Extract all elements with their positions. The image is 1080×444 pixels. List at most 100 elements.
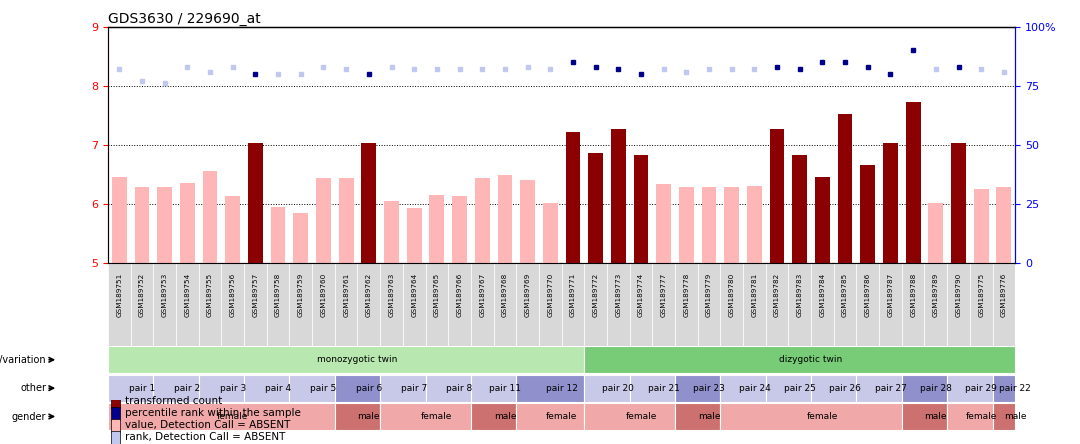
Text: GSM189759: GSM189759 bbox=[298, 273, 303, 317]
Bar bbox=[112, 177, 126, 263]
Bar bbox=[380, 263, 403, 345]
Text: GSM189751: GSM189751 bbox=[117, 273, 122, 317]
Bar bbox=[471, 375, 516, 402]
Bar bbox=[111, 395, 121, 408]
Text: GSM189782: GSM189782 bbox=[774, 273, 780, 317]
Bar bbox=[902, 403, 947, 430]
Bar bbox=[426, 263, 448, 345]
Bar bbox=[471, 403, 516, 430]
Text: GSM189769: GSM189769 bbox=[525, 273, 530, 317]
Bar bbox=[244, 263, 267, 345]
Text: GSM189773: GSM189773 bbox=[616, 273, 621, 317]
Text: pair 28: pair 28 bbox=[920, 384, 951, 392]
Bar bbox=[426, 375, 471, 402]
Text: genotype/variation: genotype/variation bbox=[0, 355, 46, 365]
Bar bbox=[611, 129, 625, 263]
Text: GSM189764: GSM189764 bbox=[411, 273, 417, 317]
Bar bbox=[289, 375, 335, 402]
Bar bbox=[698, 263, 720, 345]
Text: dizygotic twin: dizygotic twin bbox=[780, 355, 842, 364]
Text: GSM189779: GSM189779 bbox=[706, 273, 712, 317]
Bar bbox=[316, 178, 330, 263]
Bar bbox=[180, 183, 194, 263]
Bar bbox=[589, 153, 603, 263]
Bar bbox=[584, 375, 630, 402]
Text: pair 27: pair 27 bbox=[875, 384, 906, 392]
Bar bbox=[720, 403, 902, 430]
Bar bbox=[679, 187, 693, 263]
Bar bbox=[335, 375, 380, 402]
Bar bbox=[947, 403, 993, 430]
Text: pair 1: pair 1 bbox=[129, 384, 156, 392]
Text: pair 6: pair 6 bbox=[355, 384, 382, 392]
Text: male: male bbox=[924, 412, 947, 421]
Bar bbox=[675, 375, 720, 402]
Bar bbox=[244, 375, 289, 402]
Text: GSM189789: GSM189789 bbox=[933, 273, 939, 317]
Bar bbox=[584, 346, 1015, 373]
Bar bbox=[634, 155, 648, 263]
Text: GSM189778: GSM189778 bbox=[684, 273, 689, 317]
Bar bbox=[856, 375, 902, 402]
Text: GSM189777: GSM189777 bbox=[661, 273, 666, 317]
Text: other: other bbox=[21, 383, 46, 393]
Text: transformed count: transformed count bbox=[125, 396, 222, 406]
Text: male: male bbox=[494, 412, 516, 421]
Bar bbox=[702, 187, 716, 263]
Bar bbox=[947, 263, 970, 345]
Text: female: female bbox=[625, 412, 657, 421]
Text: GSM189753: GSM189753 bbox=[162, 273, 167, 317]
Bar bbox=[788, 263, 811, 345]
Bar bbox=[339, 178, 353, 263]
Bar bbox=[226, 196, 240, 263]
Bar bbox=[883, 143, 897, 263]
Text: female: female bbox=[807, 412, 838, 421]
Text: GSM189783: GSM189783 bbox=[797, 273, 802, 317]
Bar bbox=[357, 263, 380, 345]
Bar bbox=[993, 375, 1015, 402]
Bar bbox=[407, 208, 421, 263]
Bar bbox=[289, 263, 312, 345]
Text: female: female bbox=[966, 412, 997, 421]
Bar bbox=[380, 403, 471, 430]
Text: GSM189752: GSM189752 bbox=[139, 273, 145, 317]
Text: GSM189771: GSM189771 bbox=[570, 273, 576, 317]
Bar bbox=[108, 263, 131, 345]
Bar bbox=[652, 263, 675, 345]
Bar bbox=[111, 419, 121, 432]
Bar bbox=[993, 263, 1015, 345]
Bar bbox=[158, 187, 172, 263]
Bar bbox=[562, 263, 584, 345]
Text: pair 2: pair 2 bbox=[174, 384, 201, 392]
Bar bbox=[153, 375, 199, 402]
Bar bbox=[539, 263, 562, 345]
Bar bbox=[362, 143, 376, 263]
Text: GSM189768: GSM189768 bbox=[502, 273, 508, 317]
Bar bbox=[970, 263, 993, 345]
Text: GSM189763: GSM189763 bbox=[389, 273, 394, 317]
Bar bbox=[929, 202, 943, 263]
Text: rank, Detection Call = ABSENT: rank, Detection Call = ABSENT bbox=[125, 432, 285, 442]
Text: female: female bbox=[217, 412, 248, 421]
Bar bbox=[135, 187, 149, 263]
Bar bbox=[199, 375, 244, 402]
Bar bbox=[584, 263, 607, 345]
Bar bbox=[834, 263, 856, 345]
Bar bbox=[856, 263, 879, 345]
Bar bbox=[815, 177, 829, 263]
Bar bbox=[267, 263, 289, 345]
Text: pair 5: pair 5 bbox=[310, 384, 337, 392]
Bar bbox=[747, 186, 761, 263]
Text: gender: gender bbox=[12, 412, 46, 421]
Bar bbox=[766, 375, 811, 402]
Text: GSM189757: GSM189757 bbox=[253, 273, 258, 317]
Bar bbox=[743, 263, 766, 345]
Bar bbox=[566, 132, 580, 263]
Text: GSM189754: GSM189754 bbox=[185, 273, 190, 317]
Text: GDS3630 / 229690_at: GDS3630 / 229690_at bbox=[108, 12, 260, 26]
Bar bbox=[108, 346, 584, 373]
Text: GSM189784: GSM189784 bbox=[820, 273, 825, 317]
Bar bbox=[153, 263, 176, 345]
Bar bbox=[543, 203, 557, 263]
Bar bbox=[720, 263, 743, 345]
